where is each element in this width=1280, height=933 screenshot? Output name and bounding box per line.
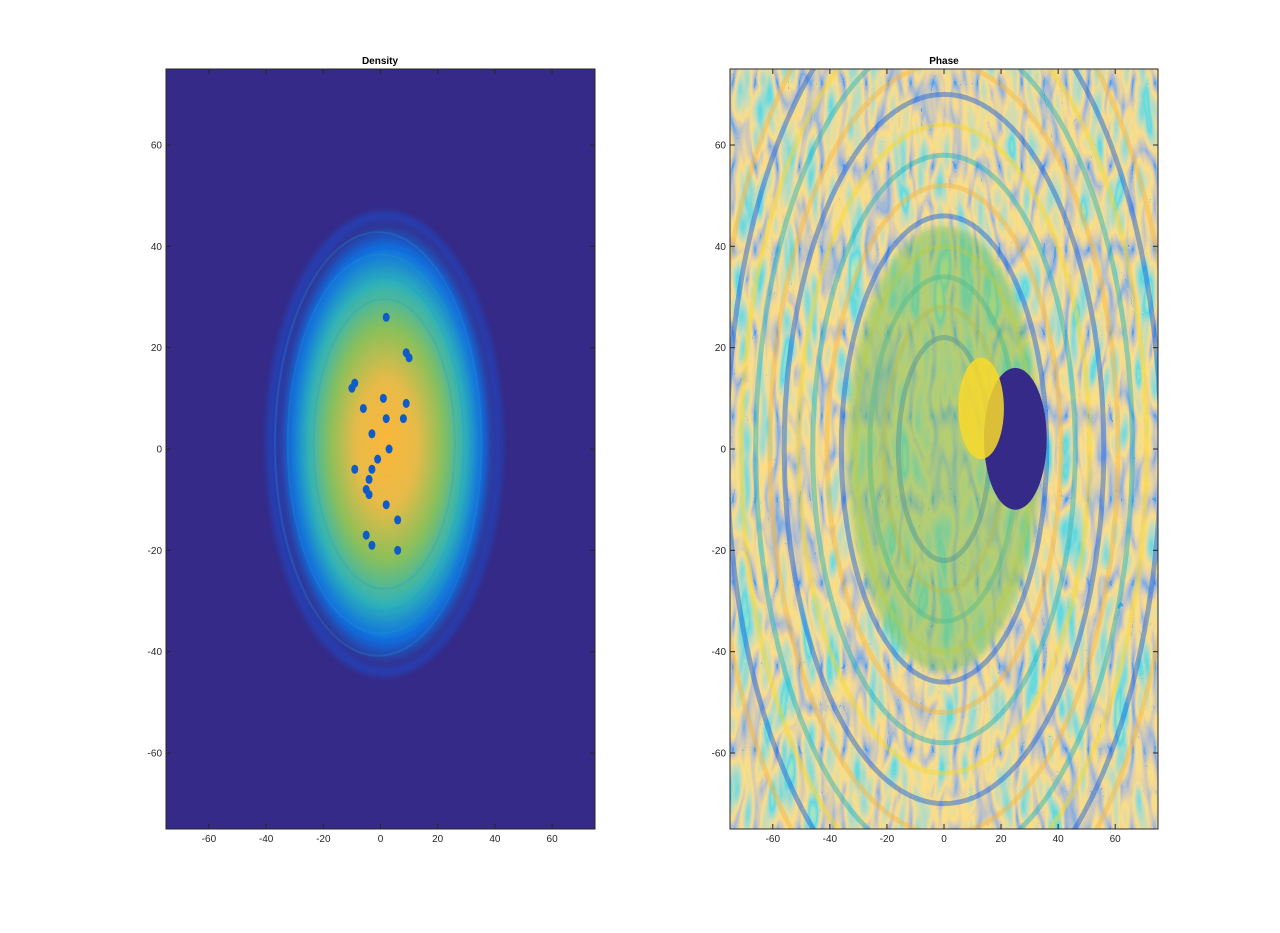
vortex [365, 490, 373, 500]
vortex [394, 515, 402, 525]
density-ticks: -60 -40 -20 0 20 40 60 -60 -40 -20 0 20 40 60 [148, 69, 595, 845]
vortex [368, 464, 376, 474]
phase-ytick-label: -40 [712, 647, 727, 658]
vortex [374, 454, 382, 464]
phase-xtick-label: -60 [766, 834, 781, 845]
phase-axes: Phase -60 -40 -20 0 20 40 60 -60 -40 -20 0 20 40 60 [712, 56, 1159, 845]
phase-ring [753, 69, 1135, 829]
vortex [368, 429, 376, 439]
phase-title: Phase [929, 56, 959, 67]
phase-ytick-label: 40 [715, 242, 727, 253]
vortex [368, 540, 376, 550]
phase-ytick-label: 20 [715, 343, 727, 354]
phase-ring [838, 213, 1050, 685]
phase-bright-region [958, 357, 1004, 460]
phase-xtick-label: -20 [880, 834, 895, 845]
vortex [365, 474, 373, 484]
phase-ring [781, 91, 1107, 807]
density-xtick-label: 40 [489, 834, 501, 845]
vortex [379, 393, 387, 403]
phase-ring [795, 122, 1093, 776]
phase-ytick-label: -60 [712, 749, 727, 760]
phase-rings [730, 69, 1158, 829]
phase-ring [738, 69, 1150, 829]
phase-ring [824, 183, 1064, 715]
vortex [385, 444, 393, 454]
phase-ticks: -60 -40 -20 0 20 40 60 -60 -40 -20 0 20 40 60 [712, 69, 1158, 845]
density-xtick-label: 60 [547, 834, 559, 845]
vortex [382, 500, 390, 510]
density-title: Density [362, 56, 399, 67]
density-axes: Density -60 -40 -20 0 20 40 60 -60 -40 -20 0 20 40 60 [148, 56, 596, 845]
vortex [362, 530, 370, 540]
phase-ring [767, 69, 1121, 829]
vortex [402, 398, 410, 408]
density-ytick-label: -40 [148, 647, 163, 658]
vortex [399, 414, 407, 424]
phase-xtick-label: 60 [1110, 834, 1122, 845]
density-ytick-label: 20 [151, 343, 163, 354]
density-ytick-label: 40 [151, 242, 163, 253]
vortex [394, 545, 402, 555]
vortex [382, 312, 390, 322]
density-xtick-label: 0 [378, 834, 384, 845]
density-ring [299, 275, 465, 613]
vortex [348, 383, 356, 393]
density-xtick-label: -20 [316, 834, 331, 845]
phase-ytick-label: 60 [715, 141, 727, 152]
density-ring [286, 253, 474, 635]
phase-ytick-label: -20 [712, 546, 727, 557]
density-xtick-label: 20 [432, 834, 444, 845]
density-xtick-label: -60 [202, 834, 217, 845]
density-ytick-label: 60 [151, 141, 163, 152]
phase-xtick-label: -40 [823, 834, 838, 845]
phase-ytick-label: 0 [720, 445, 726, 456]
phase-xtick-label: 0 [941, 834, 947, 845]
phase-image [730, 69, 1158, 829]
phase-core [846, 226, 1042, 672]
density-cloud [265, 210, 503, 677]
density-ytick-label: -60 [148, 749, 163, 760]
phase-ring [810, 152, 1078, 746]
density-ring [312, 298, 456, 590]
density-ytick-label: -20 [148, 546, 163, 557]
phase-xtick-label: 40 [1053, 834, 1065, 845]
density-image [166, 69, 595, 829]
density-vortices [348, 312, 413, 555]
density-core [277, 220, 495, 667]
density-xtick-label: -40 [259, 834, 274, 845]
density-ytick-label: 0 [156, 445, 162, 456]
phase-xtick-label: 20 [996, 834, 1008, 845]
vortex [405, 353, 413, 363]
vortex [351, 464, 359, 474]
density-ring [273, 231, 483, 657]
vortex [359, 403, 367, 413]
vortex [382, 414, 390, 424]
